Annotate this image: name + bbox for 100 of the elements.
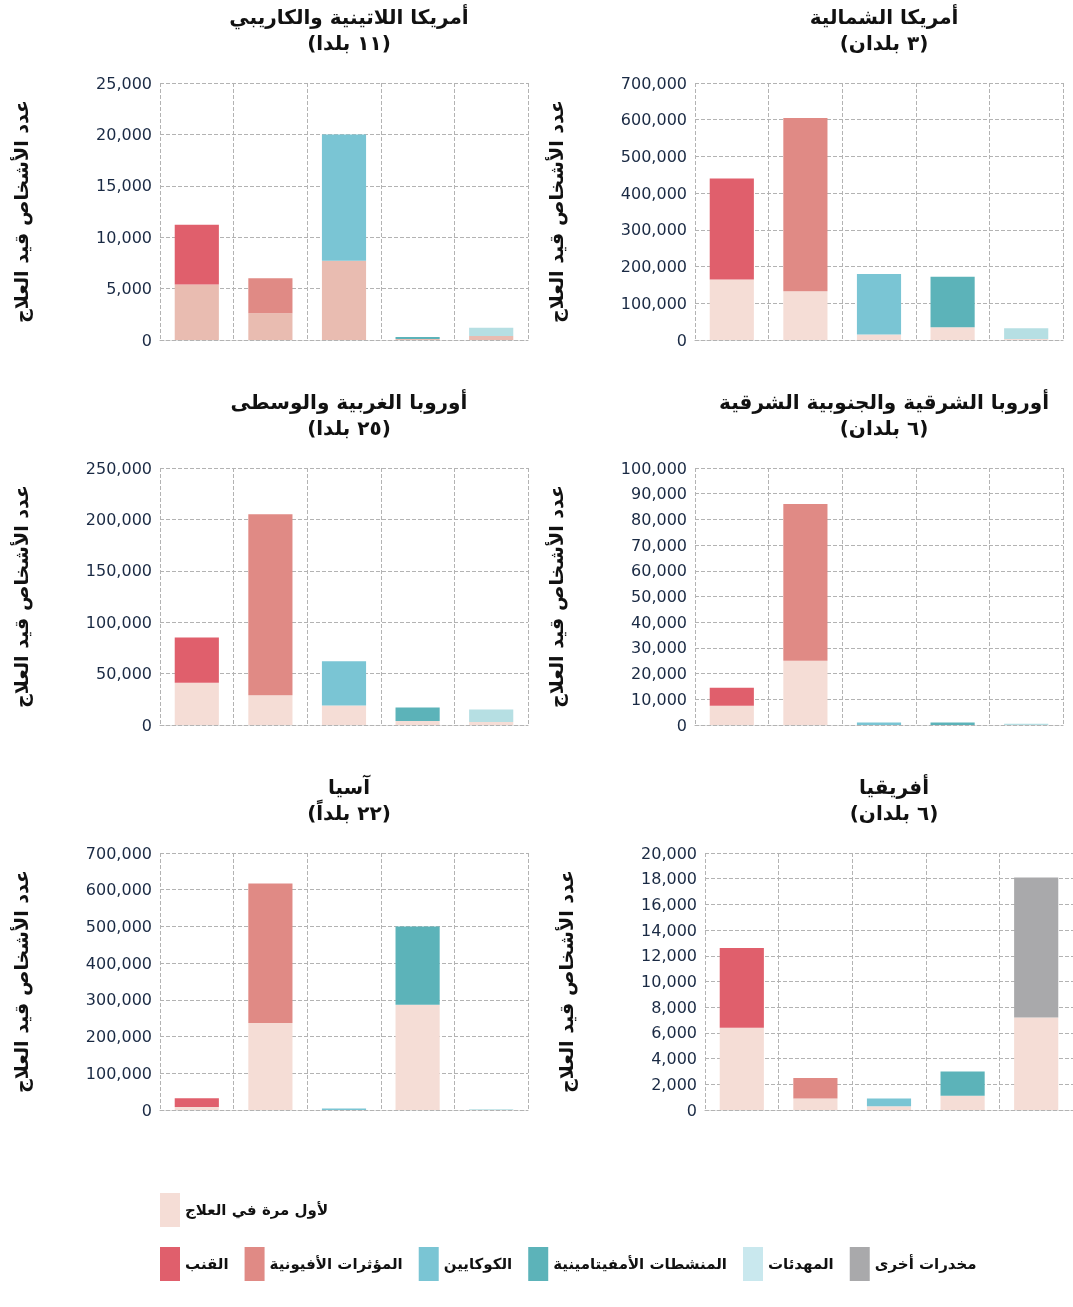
bar xyxy=(709,687,754,706)
bar xyxy=(321,661,367,706)
bar xyxy=(248,883,293,1023)
legend-label: القنب xyxy=(185,1255,229,1273)
chart-subtitle: (٢٥ بلدا) xyxy=(307,416,391,440)
y-tick-label: 70,000 xyxy=(631,535,687,555)
y-tick-label: 30,000 xyxy=(631,638,687,658)
y-tick-label: 0 xyxy=(141,330,152,350)
y-tick-label: 14,000 xyxy=(641,920,697,940)
y-tick-label: 500,000 xyxy=(620,146,687,166)
chart-subtitle: (٦ بلدان) xyxy=(849,801,939,825)
bar xyxy=(174,682,219,725)
y-tick-label: 250,000 xyxy=(85,458,152,478)
y-tick-label: 10,000 xyxy=(96,227,152,247)
y-tick-label: 40,000 xyxy=(631,612,687,632)
y-tick-label: 700,000 xyxy=(85,843,152,863)
y-tick-label: 2,000 xyxy=(651,1074,697,1094)
y-tick-label: 400,000 xyxy=(620,183,687,203)
y-tick-label: 50,000 xyxy=(631,587,687,606)
bar xyxy=(783,660,828,725)
bar xyxy=(783,503,828,661)
bar xyxy=(783,291,828,340)
bar xyxy=(469,721,514,725)
legend-label: المهدئات xyxy=(768,1255,834,1273)
bar xyxy=(174,1107,219,1110)
y-tick-label: 300,000 xyxy=(620,220,687,240)
bar xyxy=(395,1004,440,1110)
y-tick-label: 12,000 xyxy=(641,946,697,966)
bar xyxy=(248,514,293,696)
y-tick-label: 6,000 xyxy=(651,1023,697,1043)
bar xyxy=(1014,1017,1059,1110)
bar xyxy=(856,722,902,725)
bar xyxy=(469,327,514,336)
legend-label: المؤثرات الأفيونية xyxy=(269,1255,403,1273)
chart-title: أمريكا اللاتينية والكاريبي xyxy=(229,3,469,30)
chart-subtitle: (١١ بلدا) xyxy=(307,31,391,55)
y-tick-label: 90,000 xyxy=(631,484,687,504)
bar xyxy=(174,637,219,683)
bar xyxy=(930,327,975,340)
bar xyxy=(321,260,367,340)
bar xyxy=(248,695,293,725)
y-tick-label: 0 xyxy=(676,715,687,735)
bar xyxy=(709,178,754,280)
bar xyxy=(321,705,367,725)
y-tick-label: 8,000 xyxy=(651,997,697,1017)
bar xyxy=(793,1098,838,1110)
y-axis-title: عدد الأشخاص قيد العلاج xyxy=(9,870,33,1093)
y-tick-label: 500,000 xyxy=(85,916,152,936)
y-tick-label: 600,000 xyxy=(620,110,687,130)
y-axis-title: عدد الأشخاص قيد العلاج xyxy=(544,100,568,323)
chart-title: أوروبا الغربية والوسطى xyxy=(230,388,468,414)
y-tick-label: 4,000 xyxy=(651,1049,697,1069)
y-tick-label: 10,000 xyxy=(641,972,697,991)
y-tick-label: 10,000 xyxy=(631,689,687,709)
y-axis-title: عدد الأشخاص قيد العلاج xyxy=(9,100,33,323)
bar xyxy=(395,720,440,725)
y-tick-label: 600,000 xyxy=(85,880,152,900)
legend-label: لأول مرة في العلاج xyxy=(185,1201,329,1219)
bar xyxy=(248,278,293,314)
bar xyxy=(856,273,902,335)
y-tick-label: 150,000 xyxy=(85,561,152,581)
bar xyxy=(719,948,764,1028)
y-tick-label: 5,000 xyxy=(106,279,152,299)
bar xyxy=(469,709,514,722)
bar xyxy=(395,926,440,1005)
y-tick-label: 100,000 xyxy=(85,612,152,632)
y-tick-label: 20,000 xyxy=(631,664,687,684)
y-tick-label: 200,000 xyxy=(85,1027,152,1047)
y-axis-title: عدد الأشخاص قيد العلاج xyxy=(9,485,33,708)
bar xyxy=(321,134,367,261)
bar xyxy=(248,1022,293,1110)
bar xyxy=(793,1077,838,1099)
chart-title: آسيا xyxy=(327,774,372,799)
bar xyxy=(248,313,293,340)
y-axis-title: عدد الأشخاص قيد العلاج xyxy=(544,485,568,708)
bar xyxy=(940,1071,985,1096)
y-tick-label: 18,000 xyxy=(641,869,697,889)
y-tick-label: 25,000 xyxy=(96,73,152,93)
y-tick-label: 0 xyxy=(141,1100,152,1120)
chart-title: أفريقيا xyxy=(859,773,929,799)
chart-subtitle: (٢٢ بلداً) xyxy=(307,798,391,825)
y-tick-label: 20,000 xyxy=(96,124,152,144)
chart-title: أوروبا الشرقية والجنوبية الشرقية xyxy=(719,388,1049,414)
legend-label: مخدرات أخرى xyxy=(874,1254,977,1273)
bar xyxy=(719,1027,764,1110)
bar xyxy=(856,334,902,340)
y-tick-label: 80,000 xyxy=(631,509,687,529)
y-tick-label: 16,000 xyxy=(641,894,697,914)
bar xyxy=(930,722,975,725)
bar xyxy=(1004,328,1049,339)
bar xyxy=(930,276,975,328)
y-axis-title: عدد الأشخاص قيد العلاج xyxy=(554,870,578,1093)
bar xyxy=(469,335,514,340)
bar xyxy=(174,1098,219,1108)
y-tick-label: 0 xyxy=(141,715,152,735)
y-tick-label: 60,000 xyxy=(631,561,687,581)
bar xyxy=(866,1106,912,1110)
y-tick-label: 200,000 xyxy=(620,257,687,277)
y-tick-label: 100,000 xyxy=(85,1063,152,1083)
y-tick-label: 50,000 xyxy=(96,664,152,684)
